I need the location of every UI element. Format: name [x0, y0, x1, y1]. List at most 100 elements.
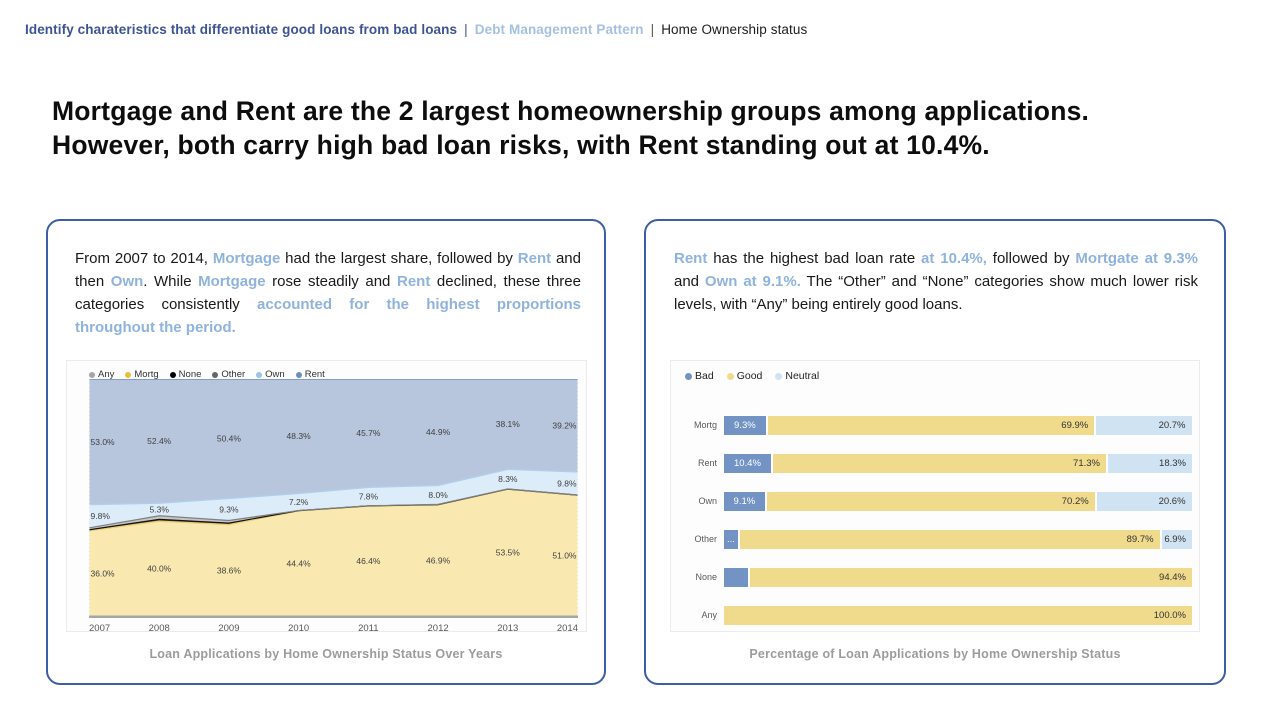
legend-item-none: None — [169, 369, 202, 380]
body-text: and then — [75, 250, 581, 290]
bar-segment-good: 69.9% — [767, 415, 1095, 435]
legend-dot-icon — [125, 371, 132, 378]
breadcrumb: Identify charateristics that differentia… — [25, 22, 807, 37]
bar-segment-neutral: 20.7% — [1096, 415, 1192, 435]
svg-text:2013: 2013 — [497, 623, 518, 633]
bar-segment-good: 89.7% — [739, 529, 1160, 549]
legend-dot-icon — [685, 372, 692, 380]
svg-text:53.5%: 53.5% — [496, 548, 521, 558]
legend-item-own: Own — [256, 369, 285, 380]
body-text: had the largest share, followed by — [280, 250, 518, 267]
svg-text:36.0%: 36.0% — [91, 568, 116, 578]
legend-item-neutral: Neutral — [775, 370, 819, 382]
svg-text:45.7%: 45.7% — [356, 428, 381, 438]
svg-text:2014: 2014 — [557, 623, 578, 633]
legend-item-mortg: Mortg — [125, 369, 159, 380]
bar-segment-bad — [724, 567, 749, 587]
card-bad-loan-rates: Rent has the highest bad loan rate at 10… — [644, 219, 1226, 685]
svg-text:51.0%: 51.0% — [552, 551, 577, 561]
breadcrumb-separator-2: | — [650, 22, 655, 37]
legend-dot-icon — [726, 372, 734, 380]
body-text: followed by — [986, 250, 1076, 267]
svg-text:2007: 2007 — [89, 623, 110, 633]
bar-segment-good: 94.4% — [750, 567, 1192, 587]
body-text: The “Other” and “None” categories show m… — [674, 273, 1198, 313]
bar-value-label: 9.1% — [733, 495, 756, 507]
bar-value-label: 20.6% — [1158, 495, 1186, 507]
bar-value-label: 20.7% — [1158, 419, 1186, 431]
bar-category-label: None — [695, 572, 717, 582]
bar-category-label: Mortg — [693, 420, 717, 430]
highlighted-text: Mortgate at 9.3% — [1075, 250, 1198, 267]
breadcrumb-secondary: Debt Management Pattern — [474, 22, 644, 37]
legend-dot-icon — [256, 371, 263, 378]
legend-label: Bad — [695, 370, 714, 382]
legend-dot-icon — [212, 371, 219, 378]
highlighted-text: Rent — [517, 250, 552, 267]
bar-chart-panel: Bad Good Neutral Mortg 9.3% 69.9% 20.7% Rent 10… — [670, 360, 1200, 632]
bar-value-label: 71.3% — [1073, 457, 1100, 469]
page-title-line2: However, both carry high bad loan risks,… — [52, 130, 990, 160]
right-chart-caption: Percentage of Loan Applications by Home … — [749, 647, 1121, 661]
svg-text:53.0%: 53.0% — [91, 437, 116, 447]
highlighted-text: Own at 9.1%. — [704, 273, 801, 290]
highlighted-text: at 10.4%, — [921, 250, 987, 267]
legend-label: Neutral — [785, 370, 820, 382]
bar-category-label: Own — [698, 496, 717, 506]
body-text: and — [674, 273, 705, 290]
svg-text:7.8%: 7.8% — [359, 492, 379, 502]
legend-dot-icon — [89, 371, 95, 378]
body-text: . While — [143, 273, 199, 290]
svg-text:44.9%: 44.9% — [426, 427, 451, 437]
bar-value-label: 10.4% — [733, 457, 761, 469]
svg-text:2008: 2008 — [149, 623, 170, 633]
bar-segment-good: 71.3% — [772, 453, 1106, 473]
area-chart-panel: Any Mortg None Other Own Rent 36.0% 40.0% 38.6%… — [66, 360, 587, 633]
bar-value-label: 70.2% — [1061, 495, 1089, 507]
legend-label: Other — [221, 369, 246, 380]
breadcrumb-separator: | — [464, 22, 468, 37]
svg-text:38.6%: 38.6% — [217, 565, 242, 575]
bar-track: 9.3% 69.9% 20.7% — [724, 415, 1193, 435]
bar-value-label: ... — [727, 533, 735, 545]
bar-value-label: 100.0% — [1153, 609, 1186, 621]
page-title: Mortgage and Rent are the 2 largest home… — [52, 94, 1232, 162]
bar-value-label: 9.3% — [734, 419, 756, 431]
highlighted-text: Rent — [674, 250, 708, 267]
body-text: From 2007 to 2014, — [75, 250, 213, 267]
breadcrumb-primary: Identify charateristics that differentia… — [25, 22, 458, 37]
svg-text:7.2%: 7.2% — [289, 497, 309, 507]
bar-segment-neutral: 20.6% — [1096, 491, 1192, 511]
legend-item-any: Any — [89, 369, 114, 380]
highlighted-text: accounted for the highest proportions th… — [75, 296, 581, 336]
bar-category-label: Other — [694, 534, 717, 544]
legend-label: Any — [98, 369, 115, 380]
legend-label: Good — [736, 370, 763, 382]
legend-dot-icon — [169, 371, 176, 378]
svg-text:9.3%: 9.3% — [219, 505, 239, 515]
svg-text:50.4%: 50.4% — [217, 434, 242, 444]
svg-text:9.8%: 9.8% — [91, 511, 111, 521]
legend-label: None — [178, 369, 202, 380]
bar-row-other: Other... 89.7% 6.9% — [677, 520, 1193, 558]
body-text: has the highest bad loan rate — [707, 250, 922, 267]
bar-row-any: Any 100.0% — [677, 596, 1193, 634]
highlighted-text: Mortgage — [198, 273, 266, 290]
svg-text:38.1%: 38.1% — [496, 419, 521, 429]
svg-text:2012: 2012 — [428, 623, 449, 633]
bar-segment-neutral: 18.3% — [1107, 453, 1192, 473]
svg-text:9.8%: 9.8% — [557, 479, 577, 489]
legend-item-bad: Bad — [685, 370, 714, 382]
bar-segment-neutral: 6.9% — [1161, 529, 1192, 549]
legend-label: Mortg — [134, 369, 159, 380]
bar-track: 9.1% 70.2% 20.6% — [724, 491, 1193, 511]
legend-item-rent: Rent — [295, 369, 325, 380]
body-text: rose steadily and — [265, 273, 397, 290]
card-ownership-over-years: From 2007 to 2014, Mortgage had the larg… — [46, 219, 606, 685]
stacked-bar-chart: Mortg 9.3% 69.9% 20.7% Rent 10.4% 71.3% 18.3% Ow… — [677, 406, 1193, 634]
bar-track: 100.0% — [724, 605, 1193, 625]
bar-row-none: None 94.4% — [677, 558, 1193, 596]
breadcrumb-tertiary: Home Ownership status — [661, 22, 808, 37]
svg-text:2010: 2010 — [288, 623, 309, 633]
